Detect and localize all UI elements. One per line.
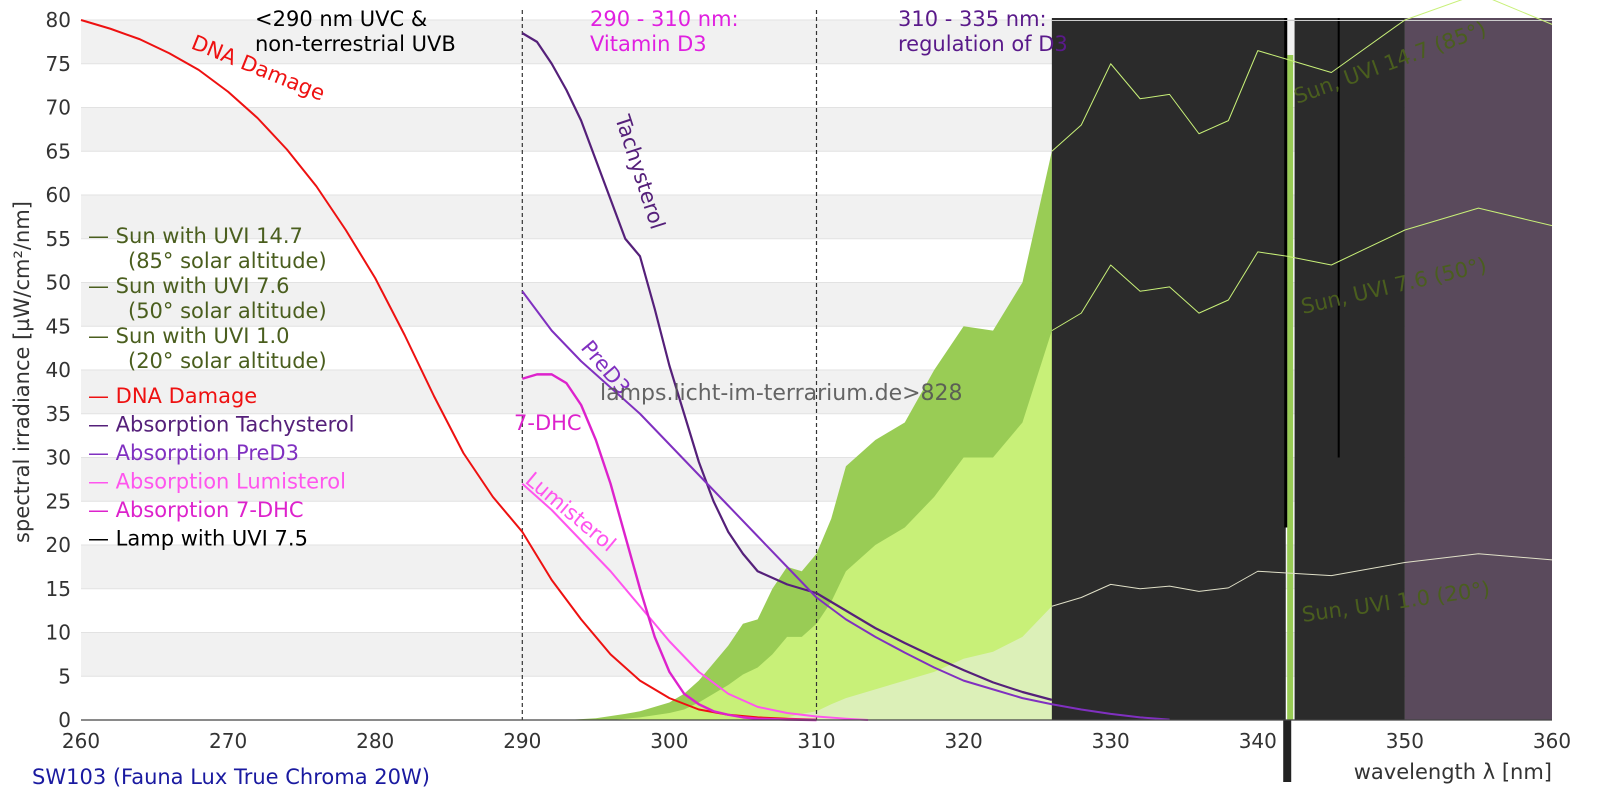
series-dna bbox=[80, 19, 817, 721]
series-lines bbox=[80, 0, 1553, 722]
green-strip bbox=[1287, 55, 1294, 720]
dark-regions bbox=[1051, 18, 1552, 782]
series-dhc bbox=[521, 373, 817, 722]
lamp-spike-below-axis bbox=[1283, 720, 1292, 782]
legend-entry: — Sun with UVI 14.7 bbox=[88, 224, 303, 248]
region-divider-lines bbox=[521, 10, 818, 720]
x-tick-label: 350 bbox=[1386, 729, 1424, 753]
x-tick-label: 330 bbox=[1092, 729, 1130, 753]
legend-entry: — Absorption Lumisterol bbox=[88, 470, 346, 494]
x-tick-label: 260 bbox=[62, 729, 100, 753]
region-label: non-terrestrial UVB bbox=[255, 32, 456, 56]
legend-entry: — Absorption PreD3 bbox=[88, 441, 299, 465]
y-tick-label: 35 bbox=[46, 402, 71, 426]
region-label: regulation of D3 bbox=[898, 32, 1068, 56]
legend-entry: — Sun with UVI 7.6 bbox=[88, 274, 290, 298]
x-tick-label: 320 bbox=[945, 729, 983, 753]
legend-entry-sub: (50° solar altitude) bbox=[128, 299, 327, 323]
y-tick-label: 30 bbox=[46, 446, 71, 470]
y-axis-label: spectral irradiance [µW/cm²/nm] bbox=[10, 201, 34, 543]
y-tick-label: 45 bbox=[46, 314, 71, 338]
y-tick-label: 55 bbox=[46, 227, 71, 251]
series-sun_high bbox=[1051, 0, 1553, 152]
dark-region bbox=[1294, 18, 1405, 720]
x-tick-label: 300 bbox=[650, 729, 688, 753]
x-tick-label: 310 bbox=[797, 729, 835, 753]
y-tick-label: 40 bbox=[46, 358, 71, 382]
y-tick-label: 25 bbox=[46, 489, 71, 513]
x-tick-label: 340 bbox=[1239, 729, 1277, 753]
y-tick-label: 10 bbox=[46, 621, 71, 645]
y-tick-label: 60 bbox=[46, 183, 71, 207]
legend-entry-sub: (85° solar altitude) bbox=[128, 249, 327, 273]
tick-labels: 0 5 10 15 20 25 30 35 40 45 50 55 60 65 70 75 80 260 270 28… bbox=[46, 8, 1572, 753]
series-sun_mid bbox=[1051, 207, 1553, 332]
legend: — Sun with UVI 14.7(85° solar altitude)—… bbox=[88, 224, 354, 551]
legend-entry: — DNA Damage bbox=[88, 384, 257, 408]
series-lumisterol bbox=[521, 483, 869, 721]
series-sun_low bbox=[1051, 553, 1553, 607]
dark-region bbox=[1404, 18, 1552, 720]
series-pred3 bbox=[521, 290, 1170, 721]
dark-region bbox=[1051, 18, 1286, 720]
y-tick-label: 20 bbox=[46, 533, 71, 557]
y-tick-label: 75 bbox=[46, 52, 71, 76]
sun_low_fill bbox=[772, 606, 1052, 720]
legend-entry-sub: (20° solar altitude) bbox=[128, 349, 327, 373]
sun_mid_fill bbox=[610, 330, 1052, 720]
legend-entry: — Lamp with UVI 7.5 bbox=[88, 527, 308, 551]
x-tick-label: 290 bbox=[503, 729, 541, 753]
watermark-text: lamps.licht-im-terrarium.de>828 bbox=[600, 381, 963, 406]
region-label: Vitamin D3 bbox=[590, 32, 707, 56]
y-tick-label: 50 bbox=[46, 271, 71, 295]
x-tick-label: 280 bbox=[356, 729, 394, 753]
legend-entry: — Absorption Tachysterol bbox=[88, 413, 354, 437]
chart-caption: SW103 (Fauna Lux True Chroma 20W) bbox=[32, 765, 430, 789]
legend-entry: — Sun with UVI 1.0 bbox=[88, 324, 290, 348]
y-tick-label: 5 bbox=[58, 664, 71, 688]
x-tick-label: 360 bbox=[1533, 729, 1571, 753]
y-tick-label: 65 bbox=[46, 139, 71, 163]
y-tick-label: 0 bbox=[58, 708, 71, 732]
series-tachysterol bbox=[521, 32, 1053, 701]
curve-label-dhc: 7-DHC bbox=[514, 411, 582, 435]
legend-entry: — Absorption 7-DHC bbox=[88, 498, 304, 522]
x-axis-label: wavelength λ [nm] bbox=[1354, 760, 1552, 784]
region-label: <290 nm UVC & bbox=[255, 7, 427, 31]
x-tick-label: 270 bbox=[209, 729, 247, 753]
y-tick-label: 80 bbox=[46, 8, 71, 32]
y-tick-label: 70 bbox=[46, 96, 71, 120]
region-label: 290 - 310 nm: bbox=[590, 7, 739, 31]
y-tick-label: 15 bbox=[46, 577, 71, 601]
sun-fill-areas bbox=[566, 151, 1052, 720]
region-label: 310 - 335 nm: bbox=[898, 7, 1047, 31]
